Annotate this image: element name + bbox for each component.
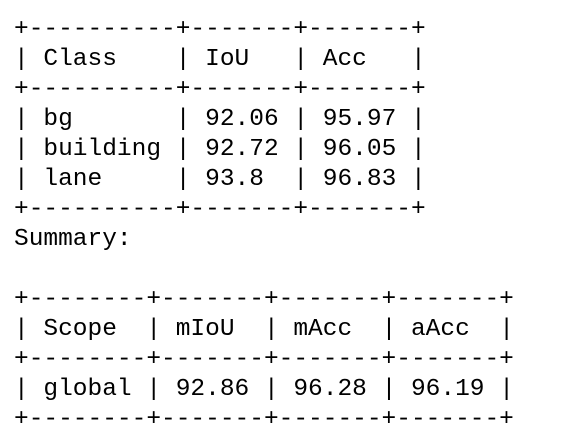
table-border: +----------+-------+-------+ — [14, 196, 426, 223]
table-separator: | — [396, 166, 426, 193]
table-separator: | — [278, 46, 323, 73]
cell: 92.86 — [175, 376, 250, 403]
table-separator: | — [161, 46, 206, 73]
table-border: +----------+-------+-------+ — [14, 16, 426, 43]
table-separator: | — [396, 46, 426, 73]
header-cell: IoU — [205, 46, 250, 73]
summary-label: Summary: — [14, 226, 132, 253]
header-cell: mIoU — [175, 316, 235, 343]
cell: 93.8 — [205, 166, 264, 193]
cell: 96.05 — [322, 136, 397, 163]
cell: bg — [43, 106, 73, 133]
table-separator: | — [278, 136, 323, 163]
table-separator: | — [131, 316, 176, 343]
cell: 92.06 — [205, 106, 279, 133]
header-cell: mAcc — [293, 316, 353, 343]
table-separator: | — [249, 376, 294, 403]
table-separator: | — [249, 316, 294, 343]
cell: global — [43, 376, 132, 403]
table-border: +--------+-------+-------+-------+ — [14, 286, 514, 313]
table-separator: | — [396, 136, 426, 163]
table-separator: | — [14, 166, 44, 193]
table-separator: | — [14, 46, 44, 73]
header-cell: Scope — [43, 316, 117, 343]
table-separator: | — [366, 376, 411, 403]
table-separator: | — [278, 106, 323, 133]
table-border: +--------+-------+-------+-------+ — [14, 346, 514, 373]
table-separator: | — [396, 106, 426, 133]
table-separator: | — [278, 166, 323, 193]
table-separator: | — [14, 376, 44, 403]
table-separator: | — [161, 136, 206, 163]
header-cell: Acc — [322, 46, 367, 73]
table-separator: | — [131, 376, 176, 403]
table-separator: | — [161, 166, 206, 193]
table-separator: | — [484, 376, 514, 403]
cell: 96.19 — [410, 376, 485, 403]
table-border: +----------+-------+-------+ — [14, 76, 426, 103]
table-separator: | — [14, 106, 44, 133]
cell: 92.72 — [205, 136, 279, 163]
header-cell: Class — [43, 46, 117, 73]
table-separator: | — [484, 316, 514, 343]
cell: building — [43, 136, 162, 163]
table-separator: | — [14, 136, 44, 163]
cell: 96.28 — [293, 376, 367, 403]
table-separator: | — [14, 316, 44, 343]
cell: lane — [43, 166, 103, 193]
table-separator: | — [161, 106, 206, 133]
table-separator: | — [366, 316, 411, 343]
cell: 95.97 — [322, 106, 397, 133]
cell: 96.83 — [322, 166, 397, 193]
table-border: +--------+-------+-------+-------+ — [14, 406, 514, 433]
header-cell: aAcc — [410, 316, 470, 343]
